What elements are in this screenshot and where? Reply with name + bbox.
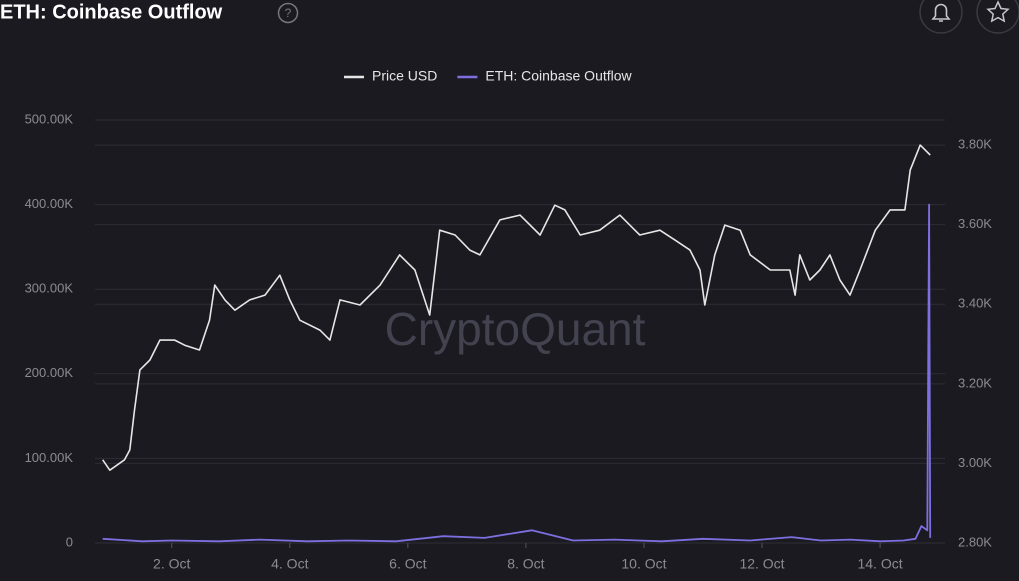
y2-tick-label: 3.00K: [958, 455, 992, 470]
y-tick-label: 200.00K: [25, 365, 74, 380]
y-tick-label: 400.00K: [25, 196, 74, 211]
x-tick-label: 10. Oct: [621, 556, 666, 572]
series-line: [102, 144, 931, 471]
x-tick-label: 14. Oct: [857, 556, 902, 572]
y-tick-label: 0: [66, 534, 73, 549]
y2-tick-label: 3.40K: [958, 296, 992, 311]
series-line: [102, 203, 932, 543]
y2-tick-label: 2.80K: [958, 534, 992, 549]
x-tick-label: 8. Oct: [507, 556, 544, 572]
x-tick-label: 4. Oct: [271, 556, 308, 572]
watermark: CryptoQuant: [385, 303, 646, 355]
legend-label: ETH: Coinbase Outflow: [485, 68, 632, 84]
y2-tick-label: 3.60K: [958, 216, 992, 231]
chart-title: ETH: Coinbase Outflow: [0, 1, 223, 23]
x-tick-label: 12. Oct: [739, 556, 784, 572]
y2-tick-label: 3.20K: [958, 375, 992, 390]
svg-text:?: ?: [285, 6, 292, 20]
y-tick-label: 100.00K: [25, 450, 74, 465]
x-tick-label: 6. Oct: [389, 556, 426, 572]
y2-tick-label: 3.80K: [958, 137, 992, 152]
alert-button[interactable]: [919, 0, 963, 34]
y-tick-label: 500.00K: [25, 111, 74, 126]
favorite-button[interactable]: [976, 0, 1019, 34]
legend: Price USD ETH: Coinbase Outflow: [344, 68, 633, 84]
x-tick-label: 2. Oct: [153, 556, 190, 572]
legend-label: Price USD: [372, 68, 437, 84]
help-icon[interactable]: ?: [277, 2, 299, 24]
y-tick-label: 300.00K: [25, 281, 74, 296]
